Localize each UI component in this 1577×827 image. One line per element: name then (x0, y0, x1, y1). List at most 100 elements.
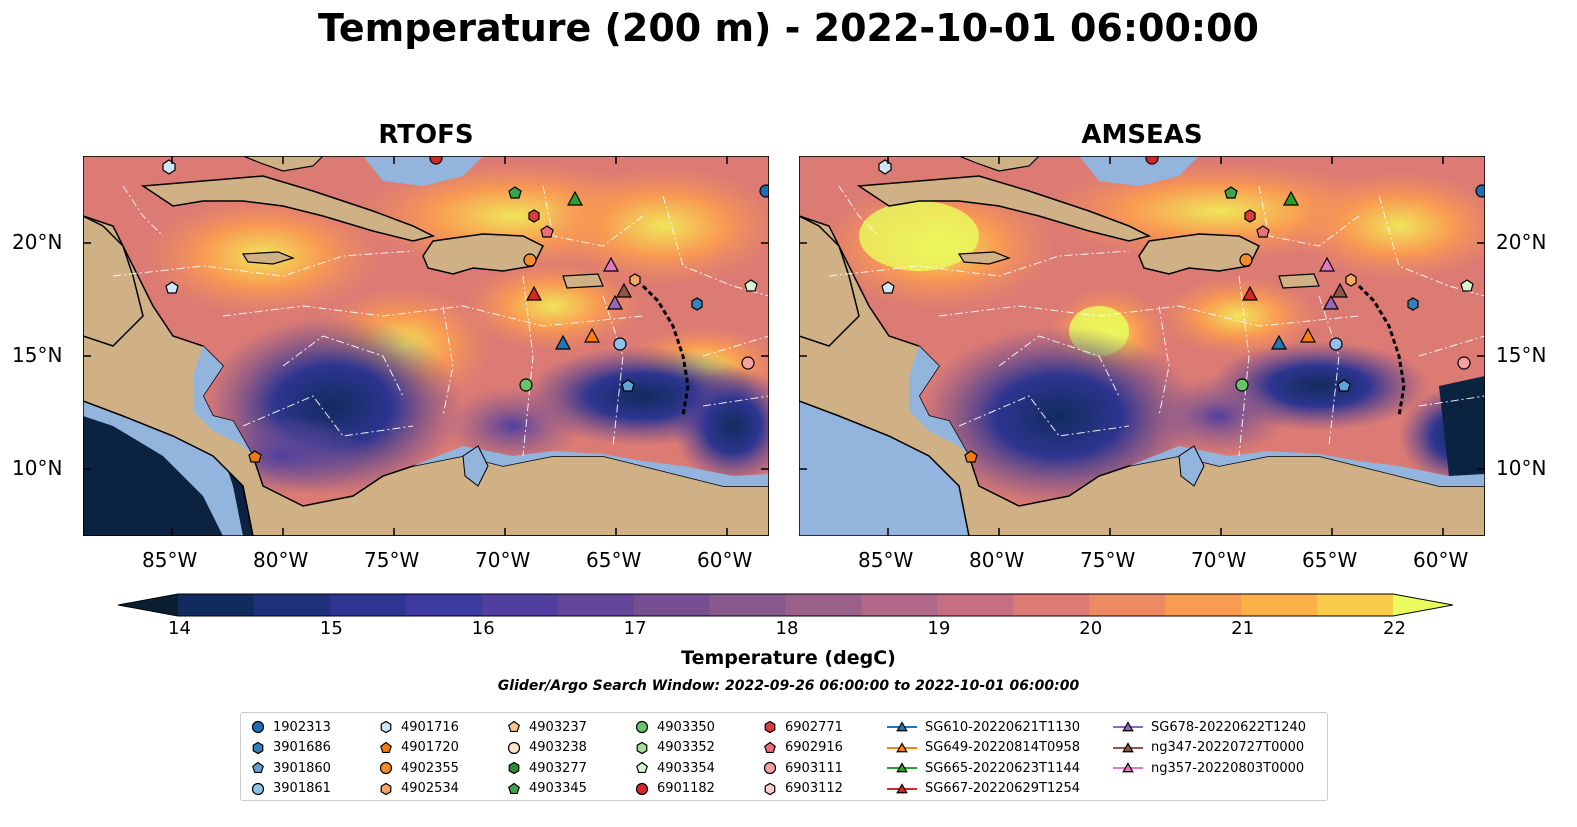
legend-item: 4901716 (379, 717, 459, 738)
colorbar-segment (633, 594, 711, 616)
pentagon-marker-icon (252, 762, 264, 774)
legend-item: 3901686 (251, 738, 331, 759)
legend-item: ng347-20220727T0000 (1113, 738, 1306, 759)
legend-item: 4902355 (379, 758, 459, 779)
legend-item-label: 4903237 (529, 719, 587, 735)
legend-item-label: SG649-20220814T0958 (925, 740, 1081, 756)
lon-label-80w-amseas: 80°W (969, 548, 1025, 572)
lat-label-20n-right: 20°N (1496, 230, 1547, 254)
legend-column: 4903350 4903352 4903354 6901182 (635, 717, 715, 799)
legend: 1902313 3901686 3901860 3901861 4901716 49017… (240, 712, 1328, 801)
legend-column: 1902313 3901686 3901860 3901861 (251, 717, 331, 799)
legend-item: 4903277 (507, 758, 587, 779)
legend-column: 6902771 6902916 6903111 6903112 (763, 717, 843, 799)
figure-title: Temperature (200 m) - 2022-10-01 06:00:0… (317, 6, 1259, 50)
legend-item-label: 3901686 (273, 740, 331, 756)
hexagon-marker-icon (380, 721, 392, 734)
rtofs-float-markers (162, 156, 769, 463)
legend-item: 6903111 (763, 758, 843, 779)
legend-item-label: ng347-20220727T0000 (1151, 740, 1305, 756)
legend-item-label: 4901716 (401, 719, 459, 735)
lon-label-75w-rtofs: 75°W (364, 548, 420, 572)
colorbar-tick-label: 20 (1079, 618, 1103, 639)
legend-item: 4903350 (635, 717, 715, 738)
legend-item-label: 6902771 (785, 719, 843, 735)
colorbar-segment (709, 594, 786, 616)
colorbar-segment (1317, 594, 1394, 616)
legend-item-label: 1902313 (273, 719, 331, 735)
colorbar-segment (1165, 594, 1242, 616)
circle-marker-icon (635, 782, 649, 795)
lon-label-70w-rtofs: 70°W (475, 548, 531, 572)
legend-item: SG665-20220623T1144 (887, 758, 1080, 779)
lat-label-15n-right: 15°N (1496, 343, 1547, 367)
circle-marker-icon (763, 762, 777, 775)
lat-label-10n-right: 10°N (1496, 456, 1547, 480)
legend-item-label: 3901861 (273, 781, 331, 797)
legend-item: 3901860 (251, 758, 331, 779)
legend-item: 6902771 (763, 717, 843, 738)
colorbar-segment (557, 594, 635, 616)
legend-item: 4902534 (379, 779, 459, 800)
legend-item: 1902313 (251, 717, 331, 738)
triangle-marker-icon (887, 783, 917, 794)
hexagon-marker-icon (764, 782, 776, 795)
legend-item-label: SG667-20220629T1254 (925, 781, 1081, 797)
search-window-label: Glider/Argo Search Window: 2022-09-26 06… (497, 678, 1080, 694)
rtofs-panel-title: RTOFS (378, 120, 474, 150)
legend-item: 6902916 (763, 738, 843, 759)
lon-label-60w-rtofs: 60°W (697, 548, 753, 572)
legend-item: 4903345 (507, 779, 587, 800)
lat-label-15n-left: 15°N (12, 343, 63, 367)
lon-label-85w-amseas: 85°W (858, 548, 914, 572)
colorbar-over-extension (1393, 594, 1453, 616)
colorbar-segment (405, 594, 483, 616)
circle-marker-icon (251, 782, 265, 795)
colorbar-segment (1241, 594, 1318, 616)
circle-marker-icon (379, 762, 393, 775)
circle-marker-icon (635, 721, 649, 734)
legend-item: 4903238 (507, 738, 587, 759)
colorbar-segment (253, 594, 331, 616)
hexagon-marker-icon (252, 741, 264, 754)
legend-item-label: 3901860 (273, 760, 331, 776)
legend-item: SG678-20220622T1240 (1113, 717, 1306, 738)
pentagon-marker-icon (764, 741, 776, 753)
circle-marker-icon (251, 721, 265, 734)
legend-column: SG678-20220622T1240 ng347-20220727T0000 ng… (1113, 717, 1306, 779)
colorbar-tick-label: 14 (168, 618, 191, 639)
triangle-marker-icon (1113, 721, 1143, 732)
legend-item: 4903352 (635, 738, 715, 759)
triangle-marker-icon (887, 742, 917, 753)
legend-item: 4903354 (635, 758, 715, 779)
legend-item-label: SG610-20220621T1130 (925, 719, 1081, 735)
circle-marker-icon (507, 741, 521, 754)
legend-item-label: 4902534 (401, 781, 459, 797)
colorbar-tick-label: 21 (1231, 618, 1255, 639)
legend-item-label: 4903352 (657, 740, 715, 756)
legend-item: 4901720 (379, 738, 459, 759)
legend-item-label: 6903112 (785, 781, 843, 797)
legend-item: 6901182 (635, 779, 715, 800)
colorbar-segment (937, 594, 1014, 616)
colorbar-segment (1013, 594, 1090, 616)
amseas-float-markers (878, 156, 1485, 463)
legend-item-label: 4903238 (529, 740, 587, 756)
legend-column: 4903237 4903238 4903277 4903345 (507, 717, 587, 799)
legend-item-label: 6901182 (657, 781, 715, 797)
pentagon-marker-icon (380, 741, 392, 753)
colorbar-segment (861, 594, 938, 616)
rtofs-temperature-map (83, 156, 769, 536)
legend-item-label: 6903111 (785, 760, 843, 776)
triangle-marker-icon (1113, 762, 1143, 773)
legend-column: SG610-20220621T1130 SG649-20220814T0958 SG… (887, 717, 1080, 799)
legend-item-label: 4903354 (657, 760, 715, 776)
amseas-temperature-map (799, 156, 1485, 536)
legend-item: SG649-20220814T0958 (887, 738, 1080, 759)
legend-item-label: 4903277 (529, 760, 587, 776)
colorbar-under-extension (118, 594, 178, 616)
colorbar-tick-label: 22 (1383, 618, 1406, 639)
legend-column: 4901716 4901720 4902355 4902534 (379, 717, 459, 799)
lon-label-85w-rtofs: 85°W (142, 548, 198, 572)
legend-item-label: 4903345 (529, 781, 587, 797)
